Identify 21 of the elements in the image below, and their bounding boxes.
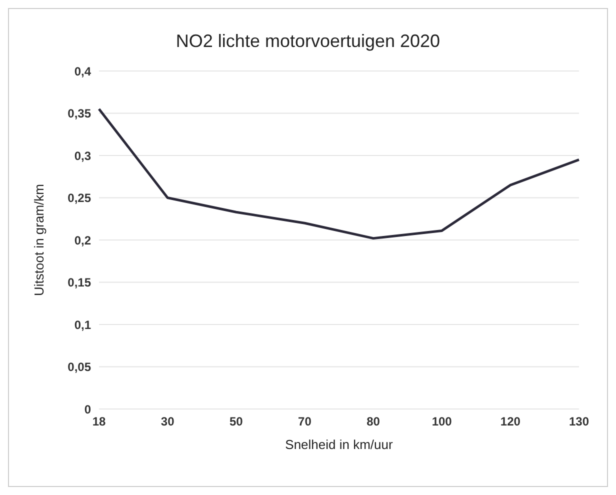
y-tick-label: 0,4 [74,64,92,78]
y-tick-label: 0,3 [74,148,92,163]
y-tick-label: 0,15 [68,276,92,290]
x-tick-label: 80 [366,414,380,429]
y-tick-label: 0,1 [74,318,92,332]
x-tick-label: 30 [160,414,175,429]
x-tick-label: 70 [298,414,312,429]
y-tick-label: 0,2 [74,233,92,248]
y-tick-label: 0 [84,402,92,416]
x-tick-label: 18 [92,414,106,429]
x-axis-title: Snelheid in km/uur [285,437,394,452]
y-axis-title: Uitstoot in gram/km [32,184,47,296]
x-tick-label: 130 [568,414,590,429]
x-tick-label: 120 [500,414,521,429]
y-tick-label: 0,25 [68,191,92,206]
line-series [98,108,580,240]
x-tick-label: 50 [229,414,244,429]
x-tick-label: 100 [432,414,452,429]
y-tick-label: 0,05 [68,360,92,374]
y-tick-label: 0,35 [68,106,92,121]
chart-title: NO2 lichte motorvoertuigen 2020 [174,31,442,52]
